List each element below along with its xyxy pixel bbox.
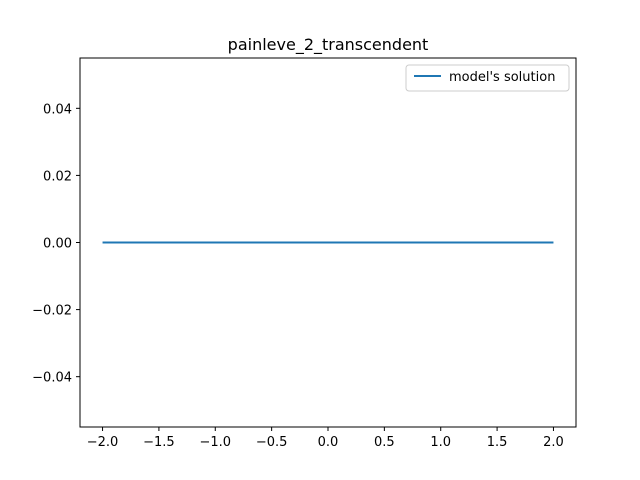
y-tick-label: 0.02	[43, 169, 72, 184]
x-tick-label: −1.5	[143, 435, 175, 450]
x-tick-label: 0.0	[318, 435, 339, 450]
x-tick-label: 0.5	[374, 435, 395, 450]
x-tick-label: −0.5	[256, 435, 288, 450]
x-tick-label: −2.0	[87, 435, 119, 450]
legend: model's solution	[405, 64, 570, 92]
x-tick-label: −1.0	[199, 435, 231, 450]
chart-title: painleve_2_transcendent	[228, 35, 429, 55]
x-tick-label: 2.0	[543, 435, 564, 450]
x-tick-label: 1.5	[487, 435, 508, 450]
y-tick-label: 0.00	[43, 237, 72, 252]
y-axis: −0.04 −0.02 0.00 0.02 0.04	[32, 102, 80, 386]
y-tick-label: −0.04	[32, 371, 72, 386]
y-tick-label: −0.02	[32, 304, 72, 319]
axes-frame	[79, 57, 577, 428]
x-tick-label: 1.0	[430, 435, 451, 450]
y-tick-label: 0.04	[43, 102, 72, 117]
legend-label: model's solution	[449, 70, 555, 85]
legend-box	[405, 64, 570, 92]
x-axis: −2.0 −1.5 −1.0 −0.5 0.0 0.5 1.0 1.5 2.0	[87, 427, 564, 450]
